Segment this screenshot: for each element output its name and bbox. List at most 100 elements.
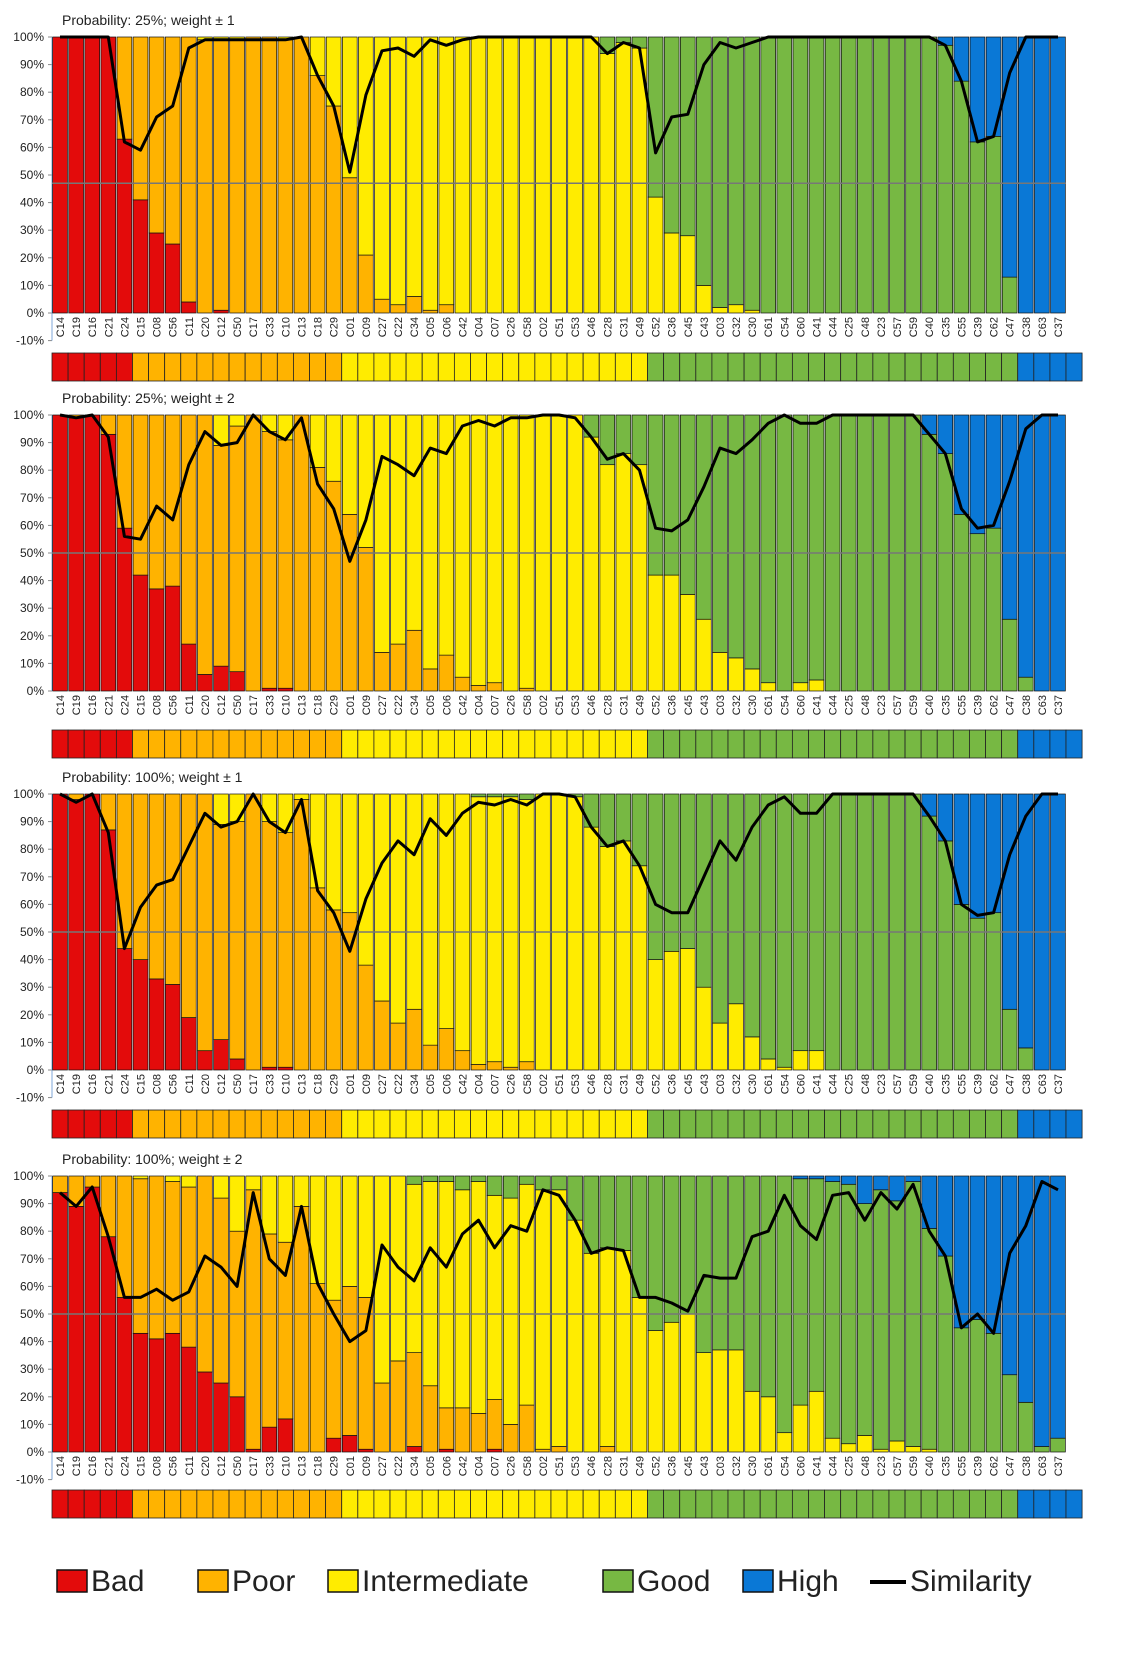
bar-segment [1050, 1175, 1066, 1439]
bar-segment [921, 815, 937, 1071]
bar-segment [422, 1181, 438, 1387]
bar-segment [680, 235, 696, 314]
bar-segment [261, 1066, 278, 1071]
class-strip-cell [180, 1109, 198, 1139]
x-tick-label: C39 [972, 695, 984, 715]
bar-segment [1001, 276, 1018, 314]
x-tick-label: C10 [280, 695, 292, 715]
bar-segment [728, 414, 744, 659]
class-strip-cell [791, 729, 809, 759]
bar-segment [148, 414, 165, 590]
class-strip-cell [51, 729, 69, 759]
x-tick-label: C49 [634, 1456, 646, 1476]
class-strip-cell [99, 729, 117, 759]
y-tick-label: 50% [20, 1307, 44, 1321]
x-tick-label: C05 [425, 1456, 437, 1476]
bar-segment [374, 652, 390, 692]
y-tick-label: 60% [20, 140, 44, 154]
bar-segment [647, 414, 664, 576]
x-tick-label: C58 [522, 695, 534, 715]
x-tick-label: C09 [361, 695, 373, 715]
x-tick-label: C45 [683, 695, 695, 715]
bar-segment [116, 138, 133, 314]
x-tick-label: C61 [763, 1456, 775, 1476]
class-strip-cell [711, 1109, 729, 1139]
class-strip-cell [244, 1109, 262, 1139]
bar-segment [792, 1404, 809, 1453]
class-strip-cell [647, 1109, 665, 1139]
bar-segment [132, 1175, 149, 1180]
bar-segment [647, 574, 664, 692]
class-strip-cell [936, 1109, 954, 1139]
bar-segment [342, 793, 358, 914]
class-strip-cell [808, 729, 825, 759]
bar-segment [342, 1175, 358, 1287]
class-strip-cell [486, 1489, 504, 1519]
x-tick-label: C42 [457, 1456, 469, 1476]
class-strip-cell [679, 1109, 697, 1139]
bar-segment [599, 464, 616, 692]
x-tick-label: C03 [715, 695, 727, 715]
x-tick-label: C46 [586, 695, 598, 715]
bar-segment [438, 1175, 455, 1182]
x-tick-label: C16 [87, 1074, 99, 1094]
class-strip-cell [856, 729, 874, 759]
bar-segment [390, 793, 406, 1024]
class-strip-cell [840, 1489, 858, 1519]
bar-segment [309, 414, 326, 468]
class-strip-cell [743, 1109, 761, 1139]
bar-segment [164, 984, 181, 1071]
y-tick-label: 90% [20, 1197, 44, 1211]
class-strip-cell [132, 352, 149, 382]
bar-segment [873, 36, 889, 314]
y-tick-label: 40% [20, 953, 44, 967]
bar-segment [1001, 1008, 1018, 1071]
class-strip-cell [502, 1109, 520, 1139]
x-tick-label: C37 [1053, 1074, 1065, 1094]
bar-segment [953, 80, 970, 314]
bar-segment [808, 1390, 825, 1453]
x-tick-label: C22 [393, 1456, 405, 1476]
x-tick-label: C22 [393, 1074, 405, 1094]
class-strip-cell [293, 1109, 310, 1139]
y-tick-label: 100% [13, 1169, 44, 1183]
class-strip-cell [824, 352, 842, 382]
x-tick-label: C18 [313, 695, 325, 715]
x-tick-label: C48 [860, 1074, 872, 1094]
bar-segment [953, 1327, 970, 1453]
x-tick-label: C52 [651, 1456, 663, 1476]
class-strip-cell [952, 1489, 970, 1519]
legend-label: Good [637, 1565, 710, 1598]
bar-segment [438, 1181, 455, 1409]
bar-segment [470, 1175, 487, 1182]
x-tick-label: C14 [55, 695, 67, 715]
bar-segment [164, 1175, 181, 1182]
bar-segment [438, 793, 455, 1029]
similarity-line [59, 792, 1058, 953]
bar-segment [454, 793, 471, 1052]
class-strip-cell [952, 729, 970, 759]
bar-segment [760, 793, 776, 1060]
y-tick-label: 80% [20, 1224, 44, 1238]
bar-segment [261, 36, 278, 314]
bar-segment [696, 36, 712, 286]
bar-segment [744, 793, 760, 1038]
x-tick-label: C43 [699, 317, 711, 337]
bar-segment [808, 414, 825, 681]
bar-segment [792, 682, 809, 692]
class-strip-cell [566, 1109, 584, 1139]
bar-segment [583, 793, 599, 828]
x-tick-label: C17 [248, 695, 260, 715]
legend-label: High [777, 1565, 839, 1598]
bar-segment [325, 909, 342, 1071]
class-strip-cell [566, 1489, 584, 1519]
x-tick-label: C60 [795, 1074, 807, 1094]
class-strip-cell [727, 1109, 745, 1139]
bar-segment [776, 36, 793, 314]
bar-segment [631, 865, 648, 1071]
bar-segment [229, 793, 245, 822]
bar-segment [406, 1175, 422, 1185]
class-strip-cell [373, 352, 391, 382]
x-tick-label: C59 [908, 317, 920, 337]
